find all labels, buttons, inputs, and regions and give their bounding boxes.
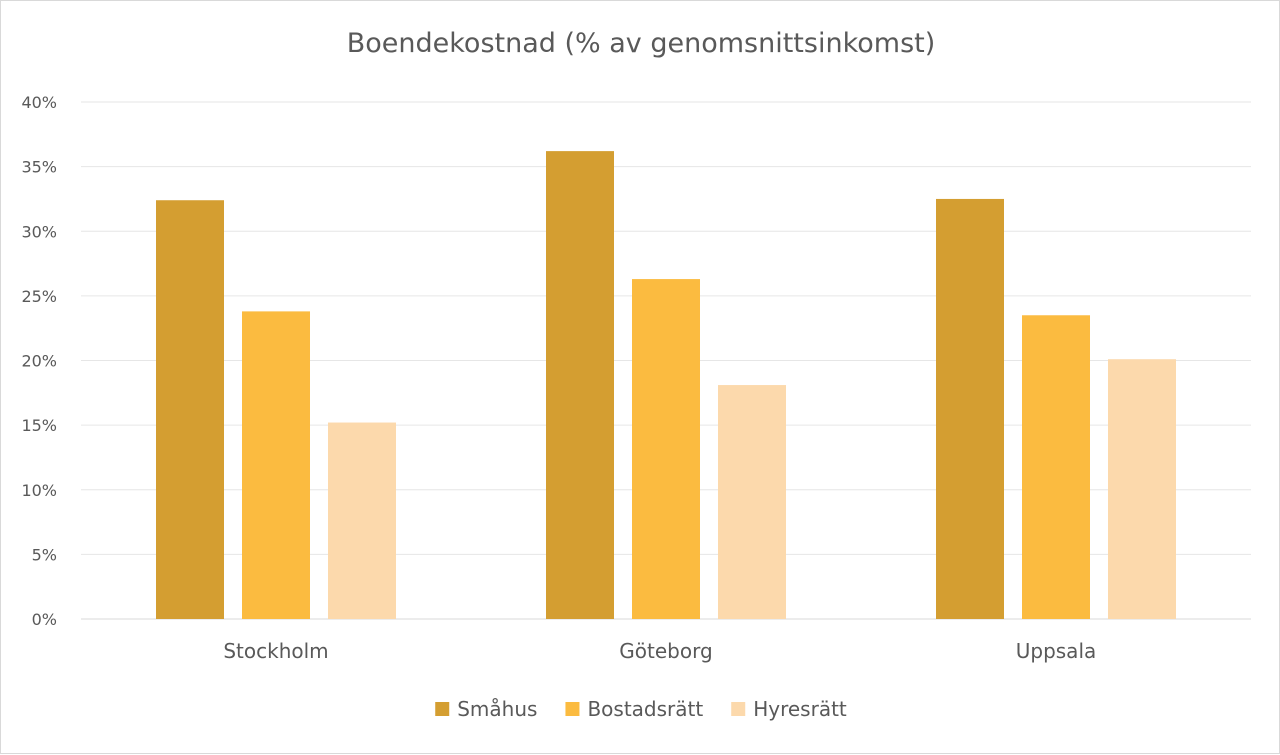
y-tick-label: 20% bbox=[21, 352, 57, 371]
chart-title: Boendekostnad (% av genomsnittsinkomst) bbox=[347, 28, 936, 59]
bar-bostadsrätt-stockholm bbox=[242, 311, 310, 619]
x-category-label: Göteborg bbox=[619, 639, 712, 663]
legend: Småhus Bostadsrätt Hyresrätt bbox=[435, 697, 847, 721]
y-tick-label: 15% bbox=[21, 416, 57, 435]
bars bbox=[156, 151, 1176, 620]
bar-småhus-göteborg bbox=[546, 151, 614, 620]
legend-label: Hyresrätt bbox=[753, 697, 847, 721]
legend-swatch bbox=[731, 702, 746, 716]
y-tick-label: 40% bbox=[21, 93, 57, 112]
legend-label: Bostadsrätt bbox=[587, 697, 703, 721]
legend-swatch bbox=[565, 702, 580, 716]
bar-hyresrätt-stockholm bbox=[328, 422, 396, 619]
legend-label: Småhus bbox=[457, 697, 537, 721]
bar-hyresrätt-göteborg bbox=[718, 385, 786, 619]
legend-item-bostadsrätt: Bostadsrätt bbox=[565, 697, 703, 721]
x-axis-categories: Stockholm Göteborg Uppsala bbox=[223, 639, 1096, 663]
bar-småhus-uppsala bbox=[936, 198, 1004, 619]
x-category-label: Stockholm bbox=[223, 639, 328, 663]
legend-swatch bbox=[435, 702, 450, 716]
y-tick-label: 10% bbox=[21, 481, 57, 500]
legend-item-småhus: Småhus bbox=[435, 697, 537, 721]
y-tick-label: 35% bbox=[21, 158, 57, 177]
bar-bostadsrätt-göteborg bbox=[632, 279, 700, 619]
y-tick-label: 25% bbox=[21, 287, 57, 306]
legend-item-hyresrätt: Hyresrätt bbox=[731, 697, 847, 721]
x-category-label: Uppsala bbox=[1016, 639, 1097, 663]
y-axis-ticks: 0% 5% 10% 15% 20% 25% 30% 35% 40% bbox=[21, 93, 57, 629]
bar-bostadsrätt-uppsala bbox=[1022, 315, 1090, 619]
bar-hyresrätt-uppsala bbox=[1108, 359, 1176, 619]
y-tick-label: 0% bbox=[32, 610, 57, 629]
y-tick-label: 30% bbox=[21, 222, 57, 241]
y-tick-label: 5% bbox=[32, 545, 57, 564]
bar-småhus-stockholm bbox=[156, 200, 224, 620]
